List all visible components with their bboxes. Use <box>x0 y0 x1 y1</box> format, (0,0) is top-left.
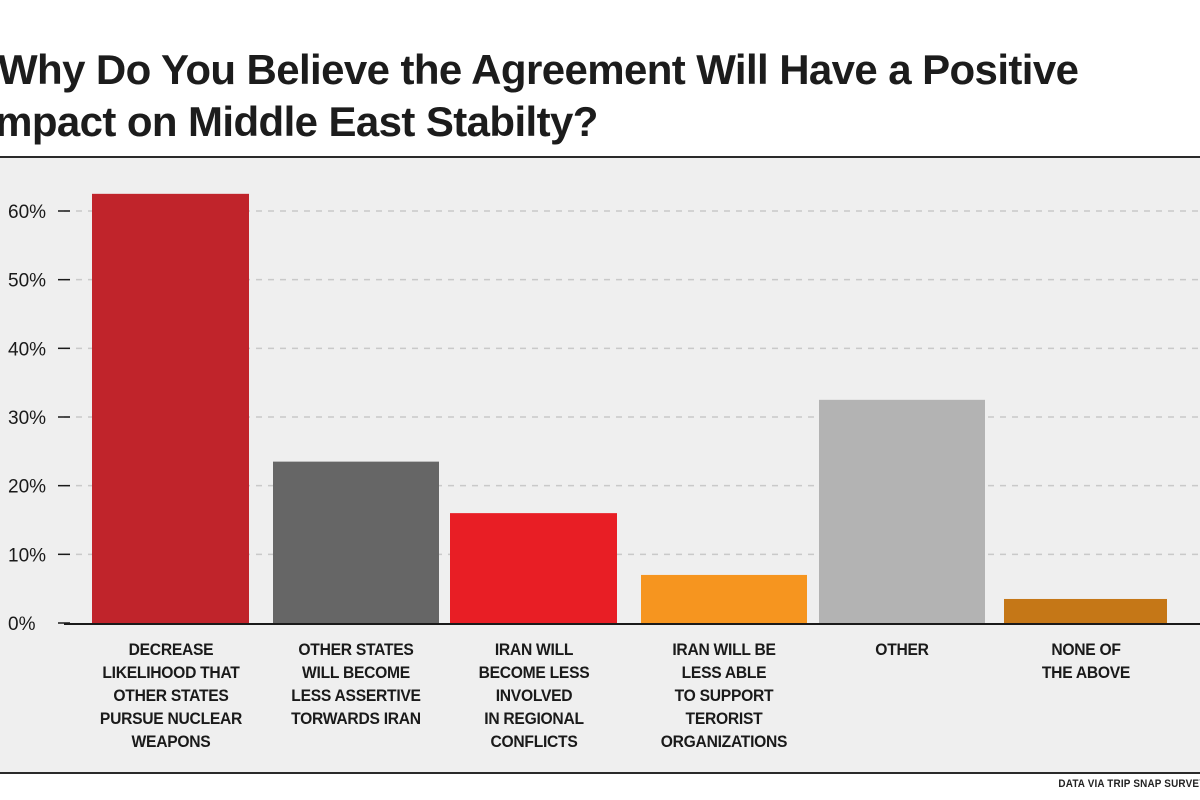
bar <box>641 574 807 623</box>
y-tick-label: 20% <box>8 477 46 498</box>
chart-title-line-2: Impact on Middle East Stabilty? <box>0 98 598 145</box>
bar <box>450 513 617 623</box>
category-label: NONE OF THE ABOVE <box>1041 640 1130 682</box>
bar <box>819 399 985 623</box>
bar <box>273 461 439 623</box>
category-label: OTHER <box>875 640 929 659</box>
y-tick-label: 10% <box>8 545 46 566</box>
y-tick-label: 30% <box>8 408 46 429</box>
category-label: OTHER STATES WILL BECOME LESS ASSERTIVE … <box>291 640 421 728</box>
category-label: DECREASE LIKELIHOOD THAT OTHER STATES PU… <box>99 640 242 751</box>
y-tick-label: 0% <box>8 614 36 635</box>
chart-title-line-1: Why Do You Believe the Agreement Will Ha… <box>0 46 1079 93</box>
y-tick-label: 50% <box>8 271 46 292</box>
category-label: IRAN WILL BE LESS ABLE TO SUPPORT TERORI… <box>660 640 788 751</box>
bar <box>92 193 249 624</box>
bar <box>1004 598 1167 623</box>
source-note: DATA VIA TRIP SNAP SURVEY <box>1058 778 1200 790</box>
y-tick-label: 60% <box>8 202 46 223</box>
chart-title: Why Do You Believe the Agreement Will Ha… <box>0 44 1180 148</box>
y-tick-label: 40% <box>8 339 46 360</box>
category-label: IRAN WILL BECOME LESS INVOLVED IN REGION… <box>478 640 589 751</box>
